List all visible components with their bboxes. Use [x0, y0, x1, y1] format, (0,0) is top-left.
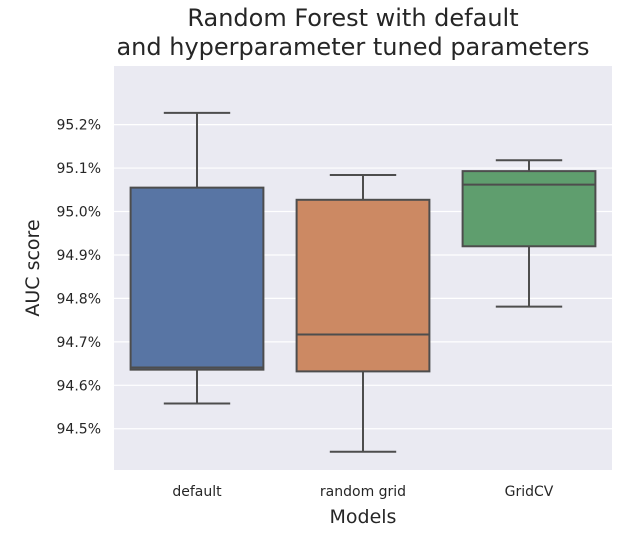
- box-default: [129, 111, 265, 405]
- x-axis-label: Models: [330, 506, 397, 528]
- y-axis-label: AUC score: [22, 219, 44, 316]
- chart-title-line-1: Random Forest with default: [187, 4, 518, 32]
- iqr-box: [461, 170, 597, 248]
- x-tick-label: GridCV: [505, 484, 554, 500]
- y-tick-label: 95.0%: [57, 205, 101, 221]
- box-GridCV: [461, 159, 597, 308]
- box-random-grid: [295, 174, 431, 453]
- y-tick-label: 94.8%: [57, 291, 101, 307]
- y-tick-label: 94.7%: [57, 335, 101, 351]
- iqr-box: [129, 186, 265, 371]
- x-tick-labels: default random grid GridCV: [172, 484, 553, 500]
- y-tick-label: 95.1%: [57, 161, 101, 177]
- y-tick-label: 94.6%: [57, 378, 101, 394]
- chart-title-line-2: and hyperparameter tuned parameters: [116, 33, 589, 61]
- box-series: [129, 111, 597, 453]
- y-tick-label: 94.5%: [57, 422, 101, 438]
- y-tick-label: 95.2%: [57, 118, 101, 134]
- x-tick-label: random grid: [320, 484, 406, 500]
- y-tick-labels: 94.5% 94.6% 94.7% 94.8% 94.9% 95.0% 95.1% 95.2%: [57, 118, 101, 438]
- y-tick-label: 94.9%: [57, 248, 101, 264]
- x-tick-label: default: [172, 484, 222, 500]
- iqr-box: [295, 198, 431, 373]
